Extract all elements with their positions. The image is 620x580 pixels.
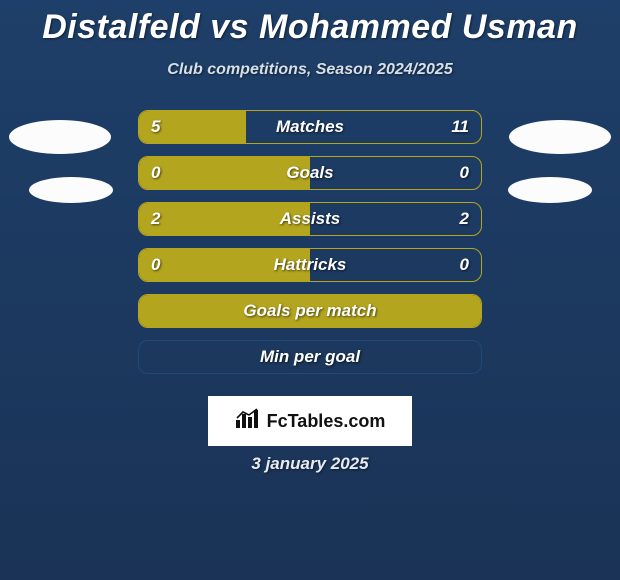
stat-row: Min per goal (138, 340, 482, 374)
generated-date: 3 january 2025 (0, 454, 620, 474)
stat-row: 22Assists (138, 202, 482, 236)
stat-row: 511Matches (138, 110, 482, 144)
stat-value-right: 2 (460, 203, 469, 235)
bar-chart-icon (235, 408, 261, 435)
brand-name: FcTables.com (267, 411, 386, 432)
stat-row: Goals per match (138, 294, 482, 328)
brand-box: FcTables.com (208, 396, 412, 446)
comparison-card: Distalfeld vs Mohammed Usman Club compet… (0, 0, 620, 580)
bar-player1 (139, 157, 310, 189)
stat-value-right: 11 (451, 111, 469, 143)
stat-row: 00Hattricks (138, 248, 482, 282)
bar-player1 (139, 295, 481, 327)
stat-label: Min per goal (139, 341, 481, 373)
stat-value-right: 0 (460, 249, 469, 281)
bar-player1 (139, 249, 310, 281)
page-title: Distalfeld vs Mohammed Usman (0, 0, 620, 47)
bar-player1 (139, 111, 246, 143)
subtitle: Club competitions, Season 2024/2025 (0, 61, 620, 79)
bar-player1 (139, 203, 310, 235)
stat-value-right: 0 (460, 157, 469, 189)
stat-row: 00Goals (138, 156, 482, 190)
stats-area: 511Matches 00Goals 22Assists 00Hattricks Goa… (0, 110, 620, 386)
